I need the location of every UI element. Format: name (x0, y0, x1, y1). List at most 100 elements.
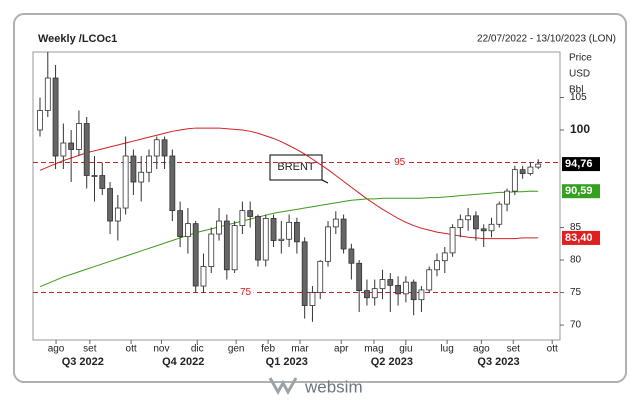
candle-body (371, 288, 378, 299)
last-value-box (562, 157, 600, 172)
candle-body (107, 188, 113, 222)
x-tick-label: lug (440, 344, 453, 355)
x-tick-label: dic (191, 344, 204, 355)
y-axis-label: Bbl (569, 85, 583, 96)
candle-body (91, 175, 98, 177)
y-tick-label: 80 (570, 255, 582, 266)
reference-label: 95 (394, 157, 406, 168)
x-tick-label: mag (364, 344, 383, 355)
annotation-box (269, 154, 323, 181)
y-tick-label: 105 (570, 92, 587, 103)
y-tick-label: 85 (570, 222, 582, 233)
y-tick-label: 75 (570, 287, 582, 298)
candle-body (76, 123, 82, 150)
x-tick-label: giu (399, 344, 412, 355)
logo: websim (268, 377, 363, 396)
candle-body (395, 284, 401, 295)
candle-body (356, 262, 363, 291)
x-tick-label: gen (228, 344, 245, 355)
candle-body (441, 252, 448, 262)
candle-body (449, 227, 456, 254)
quarter-label: Q4 2022 (162, 356, 204, 368)
candle-body (208, 233, 215, 267)
moving-average (39, 190, 539, 288)
candle-body (418, 289, 425, 301)
x-tick-label: ago (473, 344, 490, 355)
candle-body (44, 77, 51, 111)
candle-body (402, 281, 409, 295)
plot-area (32, 51, 561, 341)
reference-label-bg (391, 156, 408, 169)
candle-body (387, 279, 394, 286)
chart-title: Weekly /LCOc1 (38, 33, 117, 45)
candle-body (83, 123, 90, 176)
candle-body (169, 155, 176, 212)
candle-body (153, 139, 160, 157)
candle-body (286, 221, 293, 240)
quarter-label: Q2 2023 (371, 356, 413, 368)
candle-body (457, 219, 464, 228)
candle-body (192, 223, 199, 287)
annotation-pointer (321, 179, 329, 184)
candle-body (293, 221, 300, 243)
candle-body (52, 77, 59, 157)
candle-body (465, 215, 472, 221)
candle-body (138, 171, 145, 183)
candle-body (519, 169, 526, 174)
candle-body (332, 218, 339, 228)
brand: websim (304, 377, 363, 396)
candle-body (68, 142, 75, 150)
candle-body (114, 207, 121, 222)
x-tick-label: ott (126, 344, 137, 355)
x-tick-label: ago (48, 344, 65, 355)
candle-body (480, 228, 487, 232)
candle-body (535, 163, 542, 168)
candle-body (317, 260, 324, 293)
x-tick-label: feb (261, 344, 275, 355)
quarter-label: Q3 2023 (477, 356, 519, 368)
candle-body (262, 218, 269, 261)
candle-body (434, 260, 440, 271)
candle-body (185, 223, 191, 238)
candle-body (488, 223, 495, 232)
candle-body (161, 139, 168, 157)
candle-body (146, 155, 152, 173)
candle-body (426, 269, 433, 291)
y-tick-label: 100 (570, 122, 590, 136)
candle-body (216, 220, 222, 235)
last-value-box (562, 184, 600, 199)
candle-body (247, 210, 254, 217)
candle-body (130, 155, 137, 183)
candle-body (60, 142, 67, 157)
candle-body (379, 279, 386, 290)
candle-body (410, 281, 417, 301)
y-axis-label: Price (569, 53, 592, 64)
candle-body (473, 215, 479, 230)
x-tick-label: ott (547, 344, 558, 355)
y-axis-label: USD (569, 69, 590, 80)
candle-body (364, 290, 370, 299)
candle-body (309, 292, 316, 306)
quarter-label: Q1 2023 (266, 356, 308, 368)
y-tick-label: 70 (570, 320, 582, 331)
quarter-label: Q3 2022 (62, 356, 104, 368)
candle-body (223, 220, 230, 271)
candle-body (270, 218, 277, 241)
candle-body (496, 203, 503, 225)
candle-body (278, 238, 285, 241)
candle-body (99, 175, 106, 189)
candle-body (511, 169, 518, 192)
candle-body (527, 166, 534, 174)
candle-body (325, 226, 331, 262)
reference-label-bg (237, 286, 254, 299)
last-value-label: 94,76 (565, 158, 593, 170)
date-range: 22/07/2022 - 13/10/2023 (LON) (477, 34, 616, 45)
candle-body (122, 155, 129, 209)
candle-body (200, 266, 207, 287)
x-tick-label: mar (291, 344, 309, 355)
x-tick-label: apr (334, 344, 349, 355)
x-tick-label: set (83, 344, 97, 355)
candle-body (37, 110, 43, 131)
candle-body (340, 218, 347, 250)
